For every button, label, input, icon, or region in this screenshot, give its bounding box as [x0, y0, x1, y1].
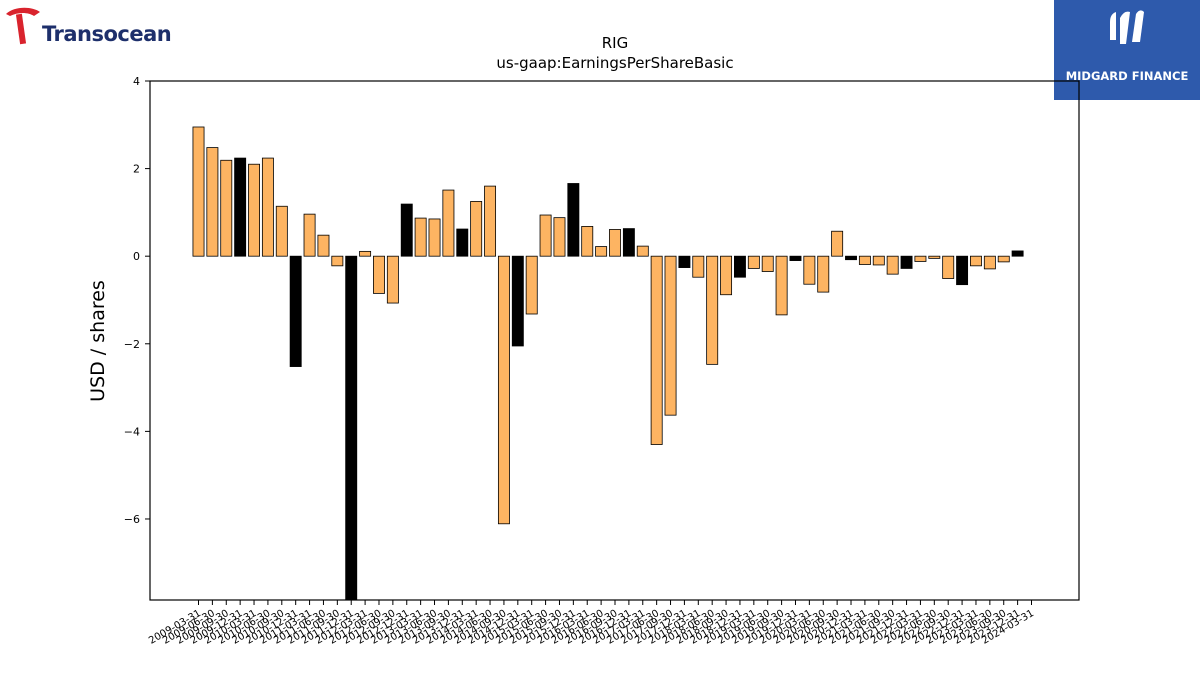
- bar: [525, 255, 538, 315]
- bar: [942, 255, 955, 279]
- bar: [720, 255, 733, 296]
- bar: [678, 255, 691, 268]
- bar: [983, 255, 996, 270]
- bar: [664, 255, 677, 416]
- bar: [789, 255, 802, 261]
- bar: [470, 201, 483, 257]
- bar: [970, 255, 982, 267]
- bar: [206, 147, 219, 257]
- plot-frame: [149, 80, 1080, 601]
- bar: [234, 157, 247, 257]
- bar: [747, 255, 760, 269]
- bar: [359, 250, 372, 257]
- bar: [595, 246, 608, 257]
- bar: [734, 255, 746, 278]
- transocean-mark-icon: [6, 7, 40, 45]
- transocean-logo: Transocean: [4, 4, 184, 48]
- y-axis-label: USD / shares: [87, 280, 109, 402]
- bar: [845, 255, 857, 261]
- bar: [456, 228, 469, 257]
- bar: [803, 255, 816, 285]
- y-tick-label: −6: [124, 513, 140, 526]
- bar: [636, 245, 649, 257]
- bar: [706, 255, 719, 365]
- midgard-mark-icon: [1110, 10, 1144, 45]
- axes: 420−2−4−62009-03-312009-06-302009-09-302…: [124, 75, 1080, 647]
- bar: [248, 163, 260, 257]
- midgard-finance-logo: MIDGARD FINANCE: [1054, 0, 1200, 100]
- y-tick-label: 2: [133, 163, 140, 176]
- bar: [831, 230, 844, 257]
- bar: [761, 255, 774, 272]
- bar: [609, 229, 621, 257]
- bar-series: [192, 126, 1024, 600]
- bar: [997, 255, 1010, 263]
- bar: [858, 255, 871, 265]
- chart-title: RIG: [602, 34, 628, 52]
- bar: [775, 255, 788, 316]
- bar: [914, 255, 927, 262]
- bar: [345, 255, 358, 600]
- bar: [581, 226, 594, 257]
- bar: [539, 214, 552, 257]
- bar: [817, 255, 830, 293]
- bar: [567, 183, 580, 257]
- bar: [373, 255, 385, 294]
- bar: [553, 217, 566, 257]
- bar: [317, 234, 330, 257]
- bar: [442, 189, 455, 257]
- bar: [650, 255, 663, 445]
- bar: [497, 255, 510, 525]
- bar: [622, 228, 635, 257]
- bar: [900, 255, 913, 269]
- midgard-finance-logo-text: MIDGARD FINANCE: [1065, 69, 1189, 83]
- chart-subtitle: us-gaap:EarningsPerShareBasic: [496, 54, 733, 72]
- y-tick-label: −4: [124, 425, 140, 438]
- bar: [220, 159, 233, 257]
- bar: [511, 255, 524, 347]
- transocean-logo-text: Transocean: [42, 22, 172, 46]
- bar: [289, 255, 302, 367]
- bar: [1011, 250, 1024, 257]
- bar: [692, 255, 705, 278]
- bar: [331, 255, 344, 267]
- bar: [428, 218, 441, 257]
- bar: [872, 255, 885, 266]
- bar: [386, 255, 399, 304]
- y-tick-label: 0: [133, 250, 140, 263]
- bar: [275, 205, 288, 257]
- y-tick-label: 4: [133, 75, 140, 88]
- bar: [928, 255, 941, 259]
- bar: [886, 255, 899, 275]
- bar: [303, 213, 316, 257]
- bar: [192, 126, 205, 257]
- bar: [261, 157, 274, 257]
- y-tick-label: −2: [124, 338, 140, 351]
- bar: [400, 203, 413, 257]
- bar: [484, 185, 497, 257]
- bar: [956, 255, 969, 286]
- bar: [414, 217, 427, 257]
